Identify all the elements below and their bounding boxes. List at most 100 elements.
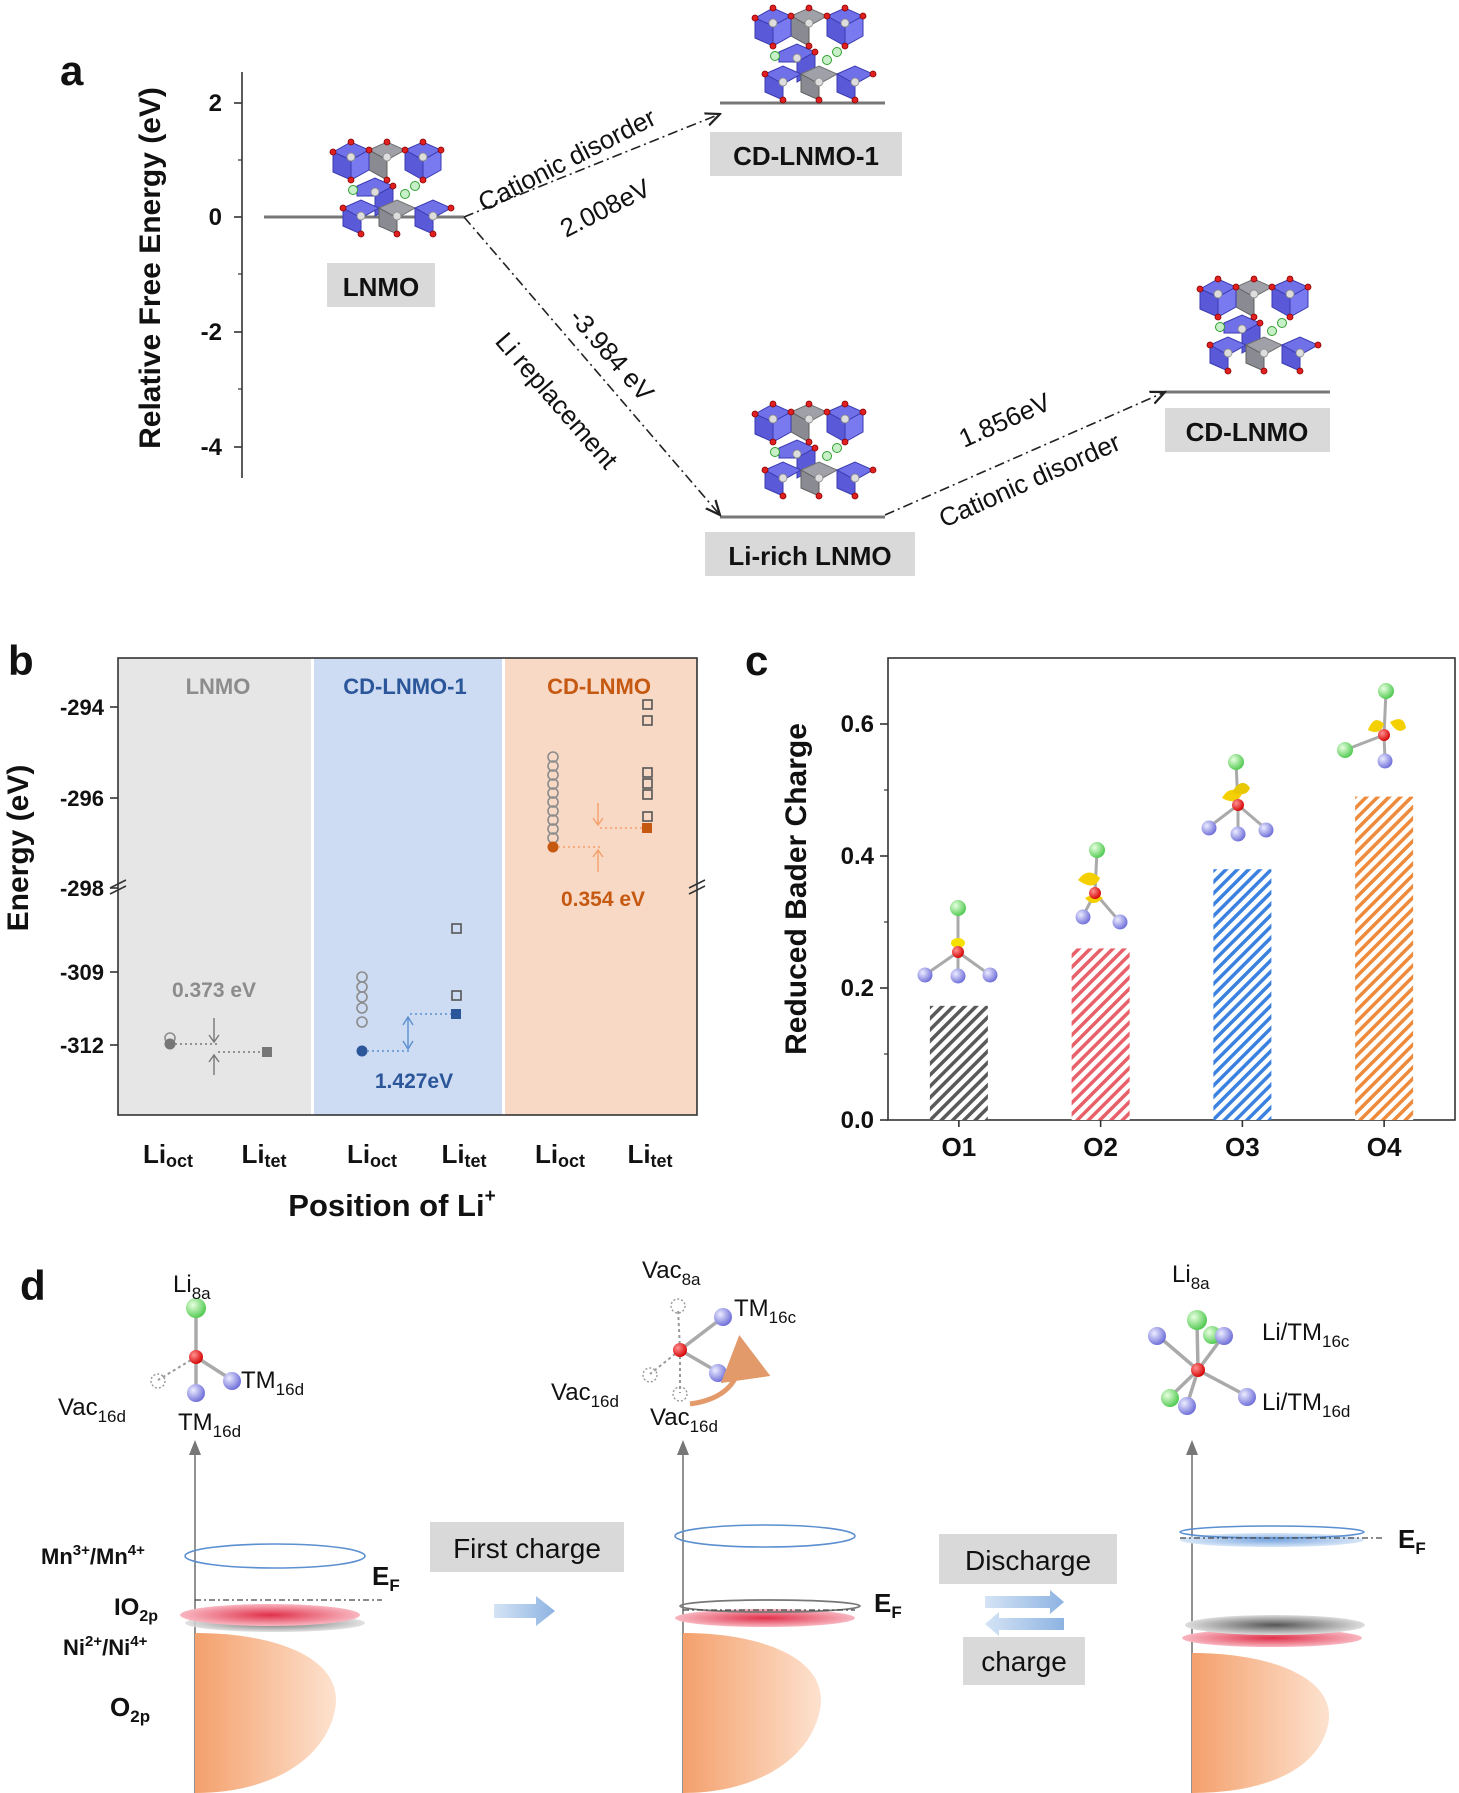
bar-o3 <box>1213 869 1272 1120</box>
path-value-cd1: 2.008eV <box>555 172 656 243</box>
x-tick-label: O2 <box>1083 1132 1118 1162</box>
label-litm16c: Li/TM16c <box>1262 1319 1350 1351</box>
fermi-label-1: EF <box>372 1561 400 1595</box>
point-lnmo-oct <box>164 1038 176 1050</box>
local-structure-discharged <box>1148 1310 1256 1415</box>
label-vac16d-2a: Vac16d <box>551 1379 619 1411</box>
dos-first-charge <box>674 1524 861 1793</box>
bar-o4 <box>1355 796 1414 1120</box>
y-tick-label: 0.4 <box>841 843 875 870</box>
points-cd-lnmo-1-tet-open <box>451 923 462 1001</box>
panel-b-xticks: Lioct Litet Lioct Litet Lioct Litet <box>143 1139 673 1171</box>
panel-label-c: c <box>745 637 768 684</box>
group-title-cd-lnmo: CD-LNMO <box>547 674 651 699</box>
state-box-cd-lnmo <box>1165 408 1330 452</box>
panel-a-tick-label: -2 <box>201 319 222 346</box>
svg-text:Lioct: Lioct <box>347 1139 397 1171</box>
y-tick-label: 0.2 <box>841 975 874 1002</box>
state-label-li-rich-lnmo: Li-rich LNMO <box>728 541 891 571</box>
panel-label-d: d <box>20 1262 46 1309</box>
dos-axis-arrows <box>189 1440 1198 1455</box>
panel-b-ylabel: Energy (eV) <box>2 765 35 932</box>
crystal-structure-cd-lnmo <box>1196 275 1322 375</box>
panel-b-tick-label: -298 <box>60 876 104 901</box>
gap-label-cd-lnmo-1: 1.427eV <box>375 1070 453 1093</box>
fermi-label-3: EF <box>1398 1524 1426 1558</box>
panel-c-xticks: O1 O2 O3 O4 <box>942 1120 1402 1162</box>
panel-b-ticks <box>110 706 118 1046</box>
point-cd-lnmo-tet <box>642 823 652 833</box>
x-tick-label: O4 <box>1367 1132 1402 1162</box>
group-title-lnmo: LNMO <box>186 674 251 699</box>
point-cd-lnmo-oct <box>547 841 559 853</box>
label-vac16d-2b: Vac16d <box>650 1404 718 1436</box>
group-bg-cd-lnmo <box>505 658 697 1115</box>
y-tick-label: 0.6 <box>841 711 874 738</box>
state-label-cd-lnmo: CD-LNMO <box>1186 417 1309 447</box>
svg-text:Litet: Litet <box>627 1139 672 1171</box>
panel-d: Li8a TM16d TM16d Vac16d Vac8a TM16c Vac1… <box>41 1257 1426 1793</box>
panel-b-tick-label: -309 <box>60 960 104 985</box>
crystal-structure-cd-lnmo-1 <box>751 4 877 104</box>
panel-a-tick-label: 0 <box>209 204 222 231</box>
point-lnmo-tet <box>262 1047 272 1057</box>
crystal-structure-lnmo <box>329 138 455 238</box>
panel-c-bars <box>929 796 1414 1120</box>
label-litm16d: Li/TM16d <box>1262 1389 1350 1421</box>
first-charge-box <box>430 1522 624 1572</box>
local-structure-o2 <box>1075 842 1128 930</box>
discharge-charge-arrows <box>985 1590 1064 1636</box>
point-cd-lnmo-1-oct <box>356 1045 368 1057</box>
bar-o1 <box>929 1005 988 1120</box>
axis-break-right <box>688 879 706 895</box>
panel-b-tick-label: -296 <box>60 786 104 811</box>
path-arrow-cd <box>884 392 1165 516</box>
dos-label-mn: Mn3+/Mn4+ <box>41 1542 145 1569</box>
label-tm16c-2: TM16c <box>734 1295 797 1327</box>
panel-a: 2 0 -2 -4 Relative Free Energy (eV) Cati… <box>134 4 1330 576</box>
svg-text:Litet: Litet <box>441 1139 486 1171</box>
local-structure-o1 <box>917 900 998 984</box>
fermi-label-2: EF <box>874 1588 902 1622</box>
points-cd-lnmo-1-oct-open <box>356 971 368 1028</box>
panel-b-tick-label: -294 <box>60 695 105 720</box>
x-tick-label: O1 <box>942 1132 977 1162</box>
state-box-cd-lnmo-1 <box>710 132 902 176</box>
svg-text:Lioct: Lioct <box>143 1139 193 1171</box>
panel-label-a: a <box>60 47 84 94</box>
label-tm16d-right: TM16d <box>241 1367 304 1399</box>
label-li8a-3: Li8a <box>1172 1261 1210 1293</box>
label-vac16d-1: Vac16d <box>58 1394 126 1426</box>
local-structure-o4 <box>1337 683 1406 769</box>
panel-b-xlabel: Position of Li+ <box>288 1186 495 1223</box>
panel-a-tick-label: 2 <box>209 90 222 117</box>
panel-c: Reduced Bader Charge 0.0 0.2 0.4 0.6 O1 O2 O3… <box>780 657 1456 1162</box>
migration-arrow <box>689 1335 771 1407</box>
x-tick-label: O3 <box>1225 1132 1260 1162</box>
panel-c-ylabel: Reduced Bader Charge <box>780 723 813 1055</box>
discharge-label: Discharge <box>965 1545 1091 1576</box>
group-title-cd-lnmo-1: CD-LNMO-1 <box>343 674 466 699</box>
dos-label-ni: Ni2+/Ni4+ <box>63 1633 148 1660</box>
svg-text:Litet: Litet <box>241 1139 286 1171</box>
path-arrow-cd1 <box>463 114 720 218</box>
axis-break-left <box>109 879 127 895</box>
points-cd-lnmo-tet-open <box>642 699 653 822</box>
panel-a-ticks <box>234 102 242 448</box>
local-structure-first-charge <box>642 1298 771 1407</box>
panel-a-ylabel: Relative Free Energy (eV) <box>134 87 167 449</box>
panel-label-b: b <box>8 637 34 684</box>
gap-label-cd-lnmo: 0.354 eV <box>561 888 645 911</box>
local-structure-pristine <box>150 1298 241 1402</box>
label-tm16d-bottom: TM16d <box>178 1409 241 1441</box>
first-charge-label: First charge <box>453 1533 601 1564</box>
state-box-li-rich-lnmo <box>705 532 915 576</box>
state-label-lnmo: LNMO <box>343 272 420 302</box>
dos-label-o: O2p <box>110 1692 150 1726</box>
group-bg-lnmo <box>118 658 311 1115</box>
panel-b: LNMO CD-LNMO-1 CD-LNMO -294 -296 -298 -3… <box>2 657 706 1223</box>
panel-a-tick-label: -4 <box>201 434 223 461</box>
bar-o2 <box>1071 948 1130 1120</box>
discharge-box <box>939 1534 1117 1584</box>
